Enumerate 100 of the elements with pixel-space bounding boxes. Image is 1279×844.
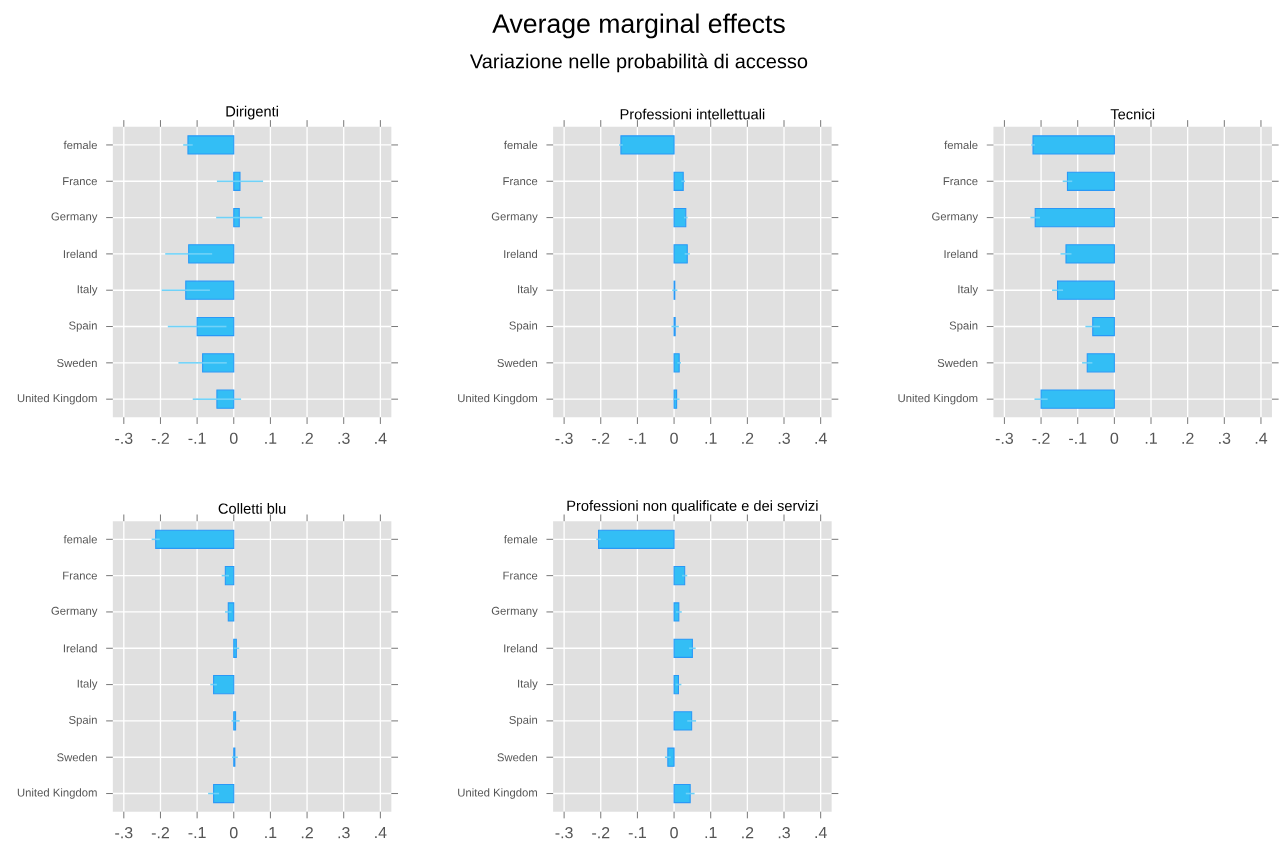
x-tick-label: .4 bbox=[815, 827, 827, 839]
x-tick-label: -.2 bbox=[151, 827, 169, 839]
y-tick-label: Spain bbox=[69, 321, 97, 332]
chart-title: Colletti blu bbox=[218, 503, 286, 514]
y-tick-label: United Kingdom bbox=[898, 394, 978, 405]
x-tick-label: -.2 bbox=[1032, 432, 1050, 444]
y-tick-label: Germany bbox=[491, 607, 538, 618]
text: Variazione nelle probabilità di accesso bbox=[469, 53, 808, 73]
y-tick-label: Ireland bbox=[63, 644, 97, 653]
y-tick-label: Spain bbox=[949, 321, 978, 332]
x-tick-label: .4 bbox=[1255, 432, 1268, 444]
text: Average marginal effects bbox=[492, 13, 785, 39]
x-tick-label: -.3 bbox=[555, 432, 573, 445]
x-tick-label: .3 bbox=[338, 432, 350, 445]
x-tick-label: .2 bbox=[301, 827, 313, 839]
bar bbox=[667, 747, 675, 767]
y-tick-label: female bbox=[503, 535, 538, 544]
y-tick-label: Italy bbox=[958, 285, 979, 296]
y-tick-label: female bbox=[63, 535, 97, 544]
x-tick-label: .2 bbox=[1182, 432, 1194, 444]
x-tick-label: 0 bbox=[229, 432, 238, 445]
bar bbox=[673, 353, 680, 373]
y-tick-label: female bbox=[503, 140, 538, 150]
x-tick-label: -.1 bbox=[628, 827, 646, 839]
chart-title: Dirigenti bbox=[226, 105, 278, 120]
x-tick-label: .4 bbox=[375, 827, 387, 839]
bar bbox=[673, 711, 693, 731]
bar bbox=[620, 135, 675, 155]
x-tick-label: .3 bbox=[338, 827, 350, 839]
y-tick-label: United Kingdom bbox=[458, 394, 537, 405]
y-tick-label: Italy bbox=[518, 285, 538, 296]
x-tick-label: .1 bbox=[1145, 432, 1157, 444]
x-tick-label: -.1 bbox=[1069, 432, 1087, 444]
x-tick-label: .1 bbox=[705, 432, 717, 444]
y-tick-label: Sweden bbox=[497, 358, 538, 368]
y-tick-label: Germany bbox=[51, 212, 98, 223]
y-tick-label: female bbox=[63, 140, 97, 150]
x-tick-label: -.2 bbox=[592, 827, 610, 839]
x-tick-label: 0 bbox=[229, 827, 238, 839]
bar bbox=[673, 675, 679, 695]
y-tick-label: Ireland bbox=[944, 249, 978, 259]
y-tick-label: France bbox=[503, 571, 538, 580]
bar bbox=[233, 208, 240, 228]
y-tick-label: Spain bbox=[509, 321, 538, 332]
x-tick-label: -.2 bbox=[151, 432, 169, 444]
bar bbox=[673, 638, 693, 659]
x-tick-label: .3 bbox=[778, 432, 790, 445]
y-tick-label: Ireland bbox=[504, 249, 538, 259]
x-tick-label: .1 bbox=[265, 432, 277, 444]
x-tick-label: 0 bbox=[670, 827, 678, 839]
y-tick-label: Italy bbox=[77, 285, 98, 296]
y-tick-label: United Kingdom bbox=[458, 788, 537, 799]
y-tick-label: Germany bbox=[491, 212, 538, 223]
y-tick-label: Italy bbox=[518, 679, 538, 691]
bar bbox=[673, 602, 680, 622]
y-tick-label: United Kingdom bbox=[17, 394, 97, 405]
bar bbox=[673, 244, 688, 264]
y-tick-label: United Kingdom bbox=[17, 788, 97, 799]
y-tick-label: France bbox=[63, 177, 97, 186]
y-tick-label: Germany bbox=[932, 212, 979, 223]
y-tick-label: France bbox=[63, 571, 97, 580]
y-tick-label: Sweden bbox=[937, 358, 978, 368]
x-tick-label: .3 bbox=[1219, 432, 1231, 445]
x-tick-label: .4 bbox=[375, 432, 387, 444]
y-tick-label: Germany bbox=[51, 607, 98, 618]
y-tick-label: France bbox=[503, 177, 538, 186]
bar bbox=[187, 135, 235, 155]
bar bbox=[673, 784, 691, 804]
x-tick-label: .2 bbox=[301, 432, 313, 444]
chart-title: Tecnici bbox=[1110, 108, 1155, 120]
chart-title: Professioni non qualificate e dei servizi bbox=[567, 500, 818, 514]
x-tick-label: -.1 bbox=[188, 432, 206, 444]
x-tick-label: 0 bbox=[670, 432, 678, 445]
bar bbox=[598, 529, 675, 550]
x-tick-label: 0 bbox=[1110, 432, 1119, 445]
y-tick-label: Ireland bbox=[504, 644, 538, 653]
x-tick-label: -.3 bbox=[115, 827, 133, 839]
y-tick-label: Spain bbox=[69, 715, 97, 727]
chart-title: Professioni intellettuali bbox=[620, 108, 765, 120]
x-tick-label: .4 bbox=[815, 432, 827, 444]
y-tick-label: female bbox=[944, 140, 978, 150]
bar bbox=[188, 244, 235, 264]
x-tick-label: .1 bbox=[705, 827, 717, 839]
bar bbox=[673, 208, 687, 228]
y-tick-label: France bbox=[943, 177, 978, 186]
x-tick-label: -.1 bbox=[628, 432, 646, 444]
y-tick-label: Sweden bbox=[57, 753, 97, 762]
x-tick-label: .1 bbox=[265, 827, 277, 839]
x-tick-label: -.1 bbox=[188, 827, 206, 839]
x-tick-label: -.3 bbox=[555, 827, 573, 839]
x-tick-label: .2 bbox=[742, 432, 754, 444]
y-tick-label: Sweden bbox=[497, 753, 538, 762]
y-tick-label: Ireland bbox=[63, 249, 97, 259]
x-tick-label: .3 bbox=[778, 827, 790, 839]
x-tick-label: -.2 bbox=[592, 432, 610, 444]
bar bbox=[673, 171, 684, 192]
y-tick-label: Sweden bbox=[57, 358, 97, 368]
x-tick-label: .2 bbox=[742, 827, 754, 839]
bar bbox=[185, 280, 235, 300]
x-tick-label: -.3 bbox=[995, 432, 1014, 445]
